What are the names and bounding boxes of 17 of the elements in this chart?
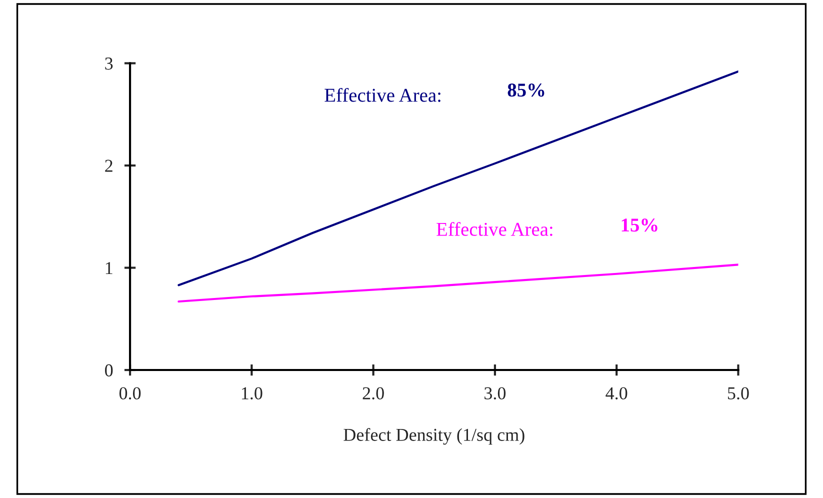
y-tick-label: 3 xyxy=(105,58,113,70)
y-tick-label: 0 xyxy=(105,364,113,376)
y-tick-label: 1 xyxy=(106,262,112,274)
annotation: 85% xyxy=(508,84,544,97)
annotation: Effective Area: xyxy=(436,222,552,236)
line-series xyxy=(178,70,738,286)
x-tick-label: 1.0 xyxy=(242,387,262,400)
x-tick-label: 5.0 xyxy=(728,387,749,400)
annotation: Effective Area: xyxy=(324,88,440,102)
x-tick-label: 0.0 xyxy=(119,387,141,400)
x-tick-label: 4.0 xyxy=(606,387,628,400)
line-series xyxy=(178,264,738,303)
y-tick-label: 2 xyxy=(105,160,112,172)
x-tick-label: 2.0 xyxy=(362,387,384,400)
x-tick-label: 3.0 xyxy=(484,387,506,400)
x-axis-title: Defect Density (1/sq cm) xyxy=(344,428,524,445)
annotation: 15% xyxy=(622,218,658,232)
